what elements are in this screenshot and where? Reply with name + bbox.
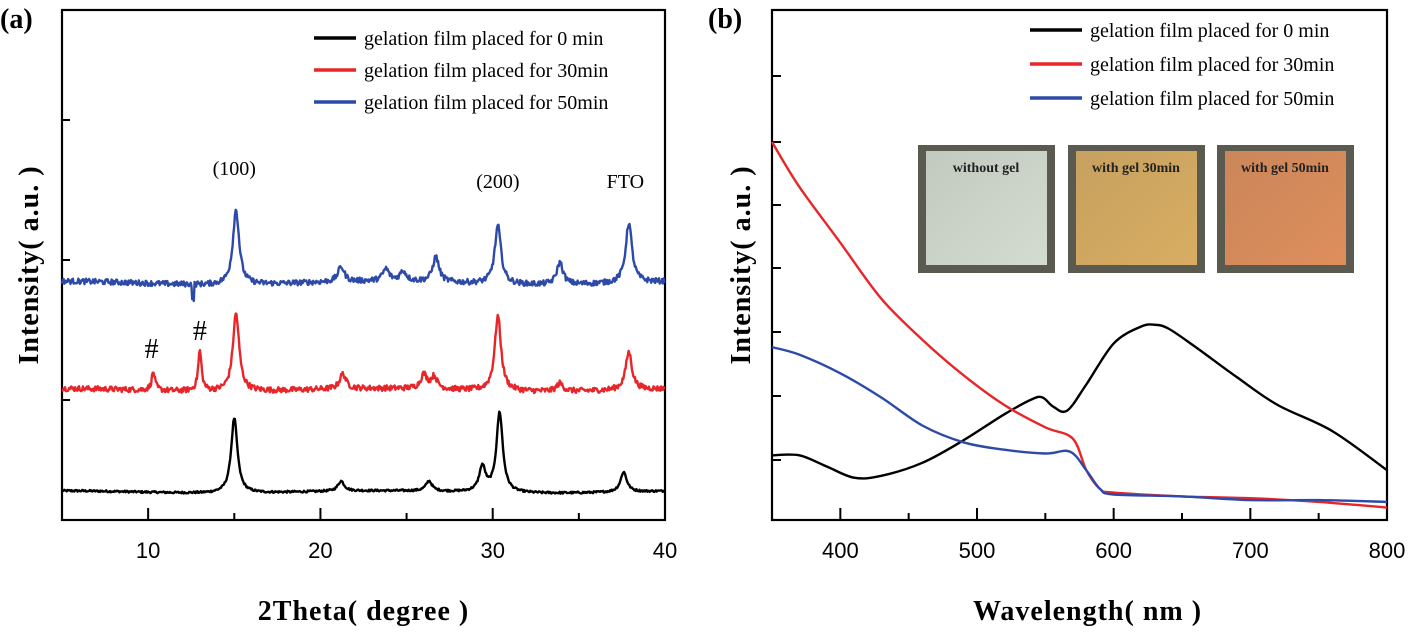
x-tick-label-b: 500	[959, 538, 996, 563]
plot-frame-a	[60, 8, 667, 522]
annotation-label: FTO	[607, 171, 644, 193]
panel-b: 400 500 600 700 800 Wavelength( nm ) Intensity…	[708, 4, 1405, 627]
x-tick-label-b: 400	[822, 538, 859, 563]
annotation-hash: #	[145, 334, 159, 365]
inset-photo-film	[1225, 151, 1346, 265]
inset-photo-label: with gel 30min	[1092, 161, 1180, 176]
inset-photo: without gel	[918, 145, 1055, 273]
annotation-hash: #	[193, 316, 207, 347]
series-line-b-2	[771, 345, 1388, 504]
panel-label-b: (b)	[708, 4, 742, 35]
inset-photo-film	[1076, 151, 1197, 265]
inset-photo: with gel 50min	[1217, 145, 1354, 273]
series-line-a-0	[61, 410, 666, 495]
panel-a: 10 20 30 40 2Theta( degree ) Intensity( a.u. …	[0, 4, 677, 627]
x-tick-label-a: 20	[308, 538, 332, 563]
x-tick-label-b: 700	[1232, 538, 1269, 563]
inset-photo: with gel 30min	[1068, 145, 1205, 273]
legend-entry-b: gelation film placed for 30min	[1090, 54, 1334, 76]
x-tick-label-a: 10	[136, 538, 160, 563]
legend-entry-a: gelation film placed for 0 min	[364, 28, 603, 50]
series-line-b-0	[771, 323, 1388, 480]
legend-entry-a: gelation film placed for 50min	[364, 92, 608, 114]
inset-photo-film	[926, 151, 1047, 265]
x-axis-label-b: Wavelength( nm )	[973, 596, 1202, 627]
x-tick-label-a: 30	[480, 538, 504, 563]
series-line-a-1	[61, 312, 666, 395]
legend-entry-b: gelation film placed for 0 min	[1090, 20, 1329, 42]
y-axis-label-b: Intensity( a.u. )	[726, 165, 757, 364]
inset-photo-label: without gel	[953, 161, 1020, 176]
series-line-a-2	[60, 208, 666, 303]
plot-frame-b	[770, 8, 1389, 522]
series-line-b-1	[770, 141, 1388, 509]
x-tick-label-b: 800	[1369, 538, 1406, 563]
x-tick-label-a: 40	[653, 538, 677, 563]
x-tick-label-b: 600	[1095, 538, 1132, 563]
legend-entry-a: gelation film placed for 30min	[364, 60, 608, 82]
y-axis-label-a: Intensity( a.u. )	[14, 165, 45, 364]
annotation-label: (200)	[476, 171, 519, 193]
x-axis-label-a: 2Theta( degree )	[258, 596, 469, 627]
panel-label-a: (a)	[0, 4, 33, 35]
inset-photo-label: with gel 50min	[1241, 161, 1329, 176]
legend-entry-b: gelation film placed for 50min	[1090, 88, 1334, 110]
annotation-label: (100)	[213, 158, 256, 180]
